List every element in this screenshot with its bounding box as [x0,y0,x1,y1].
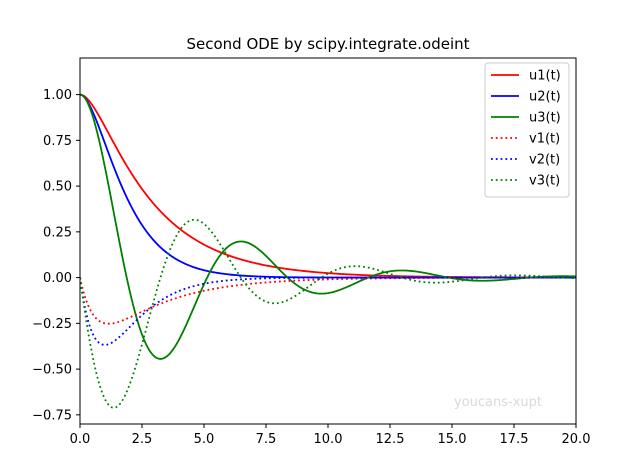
y-tick-label: 0.25 [43,225,72,240]
x-tick-label: 7.5 [256,432,277,447]
y-tick-label: −0.50 [32,363,72,378]
x-tick-label: 10.0 [314,432,343,447]
y-tick-label: −0.25 [32,317,72,332]
series-line-v1t [80,276,576,325]
y-tick-label: 0.00 [43,271,72,286]
series-line-v3t [80,218,576,409]
series-line-u3t [80,93,576,360]
legend-label: u3(t) [529,111,561,126]
y-tick-label: 0.75 [43,134,72,149]
x-tick-label: 15.0 [438,432,467,447]
legend-label: v2(t) [529,153,560,168]
legend-label: u1(t) [529,69,561,84]
chart-title: Second ODE by scipy.integrate.odeint [186,35,469,53]
series-line-v2t [80,276,576,346]
series-layer [80,93,576,409]
legend: u1(t) u2(t) u3(t) v1(t) v2(t) v3(t) [484,62,570,198]
y-tick-label: 0.50 [43,180,72,195]
x-tick-label: 2.5 [132,432,153,447]
x-tick-label: 0.0 [70,432,91,447]
x-axis: 0.0 2.5 5.0 7.5 10.0 12.5 15.0 17.5 20.0 [70,424,591,447]
x-tick-label: 5.0 [194,432,215,447]
y-tick-label: 1.00 [43,88,72,103]
legend-label: v3(t) [529,174,560,189]
x-tick-label: 12.5 [376,432,405,447]
watermark: youcans-xupt [454,395,542,410]
x-tick-label: 17.5 [500,432,529,447]
x-tick-label: 20.0 [562,432,591,447]
y-tick-label: −0.75 [32,408,72,423]
y-axis: −0.75 −0.50 −0.25 0.00 0.25 0.50 0.75 1.00 [32,88,80,423]
legend-label: u2(t) [529,90,561,105]
legend-label: v1(t) [529,132,560,147]
